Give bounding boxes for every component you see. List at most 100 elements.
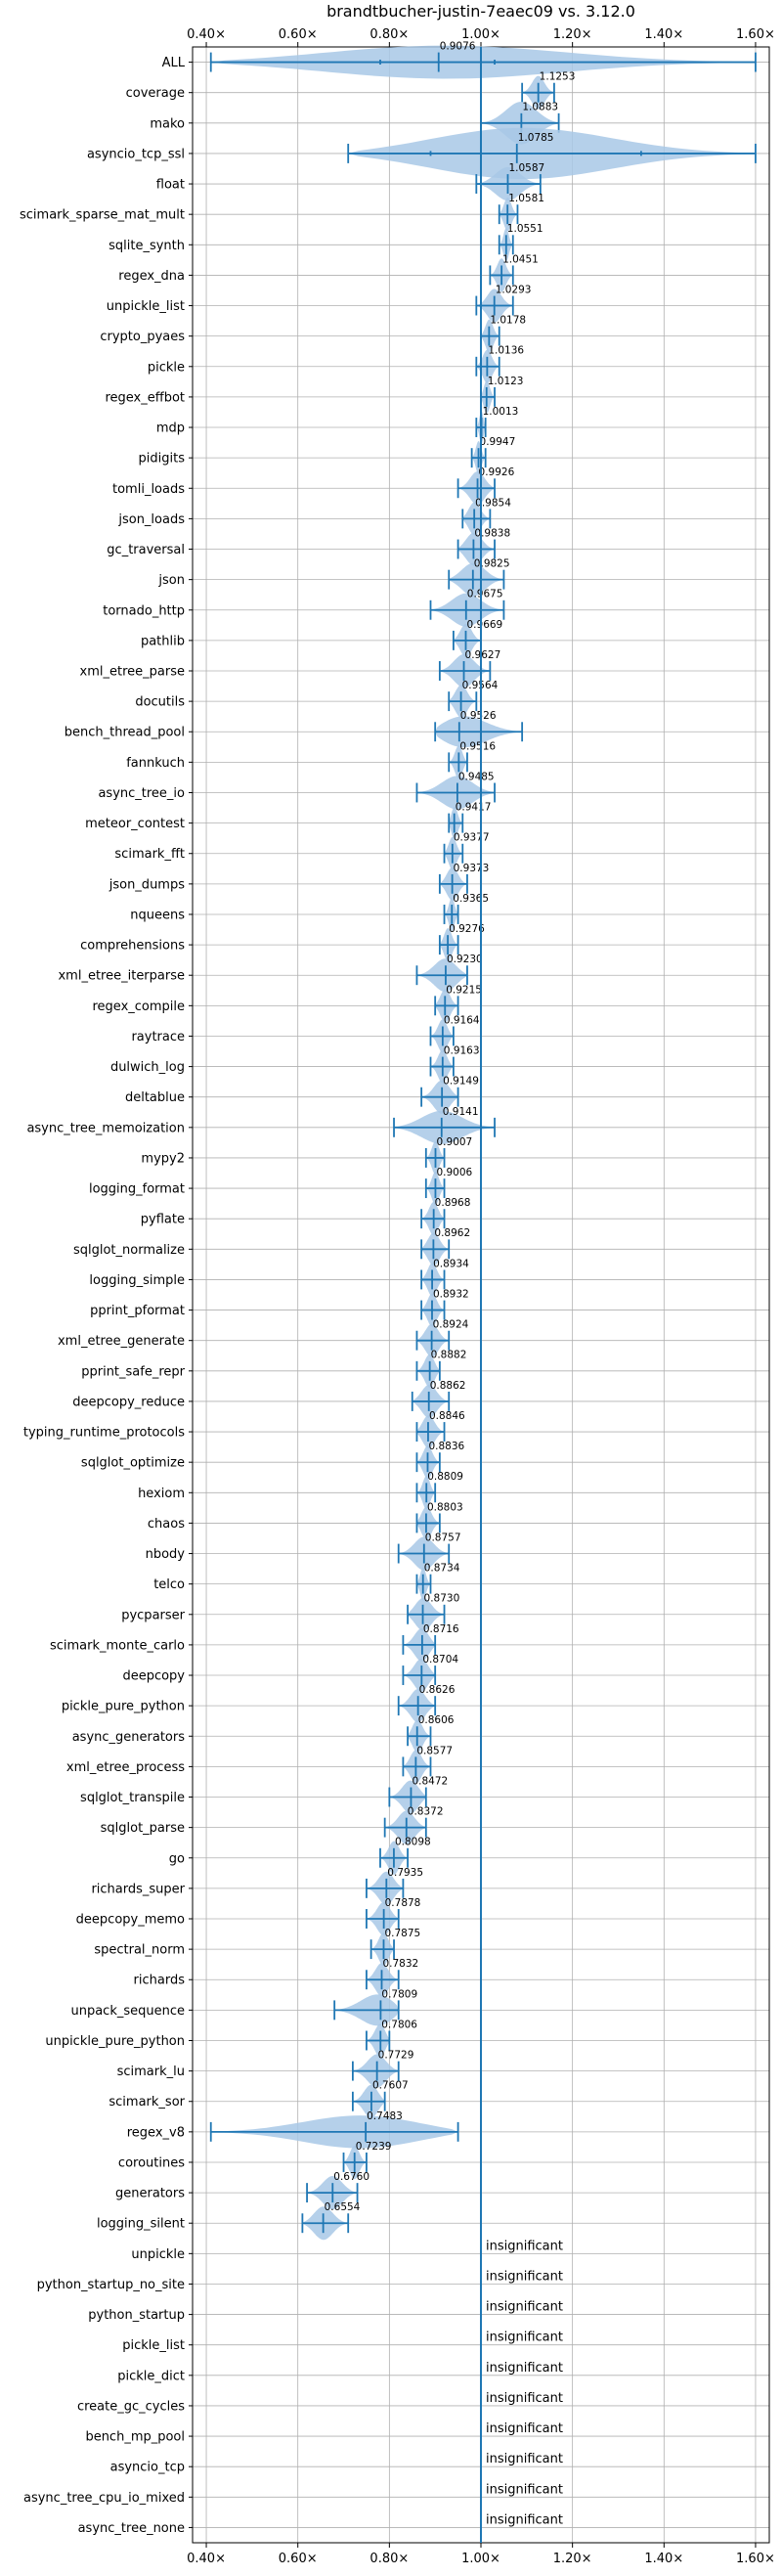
value-label: 0.9365: [453, 893, 489, 905]
benchmark-label: scimark_sparse_mat_mult: [20, 208, 185, 223]
value-label: 1.0785: [518, 132, 554, 144]
value-label: 0.8968: [435, 1197, 471, 1209]
value-label: 0.8734: [424, 1563, 460, 1575]
value-label: 0.8809: [427, 1471, 463, 1483]
benchmark-label: meteor_contest: [85, 817, 185, 831]
benchmark-label: async_generators: [72, 1730, 186, 1745]
value-label: 0.7878: [385, 1897, 421, 1909]
benchmark-label: python_startup_no_site: [37, 2278, 185, 2292]
insignificant-label: insignificant: [486, 2331, 563, 2345]
value-label: 0.8934: [433, 1258, 469, 1269]
value-label: 0.8716: [423, 1623, 459, 1635]
insignificant-label: insignificant: [486, 2421, 563, 2436]
value-label: 0.9838: [474, 527, 510, 539]
value-label: 0.9947: [480, 436, 516, 448]
benchmark-label: typing_runtime_protocols: [23, 1426, 185, 1441]
x-tick-label-bottom: 1.00×: [461, 2552, 500, 2566]
benchmark-label: scimark_monte_carlo: [50, 1638, 185, 1653]
x-tick-label-bottom: 1.20×: [553, 2552, 592, 2566]
value-label: 0.9164: [444, 1014, 480, 1026]
benchmark-label: deepcopy_reduce: [72, 1395, 185, 1409]
benchmark-label: deepcopy: [122, 1669, 185, 1684]
benchmark-label: scimark_lu: [117, 2065, 185, 2079]
x-tick-label-bottom: 1.60×: [736, 2552, 775, 2566]
value-label: 0.8730: [424, 1593, 460, 1605]
benchmark-label: unpack_sequence: [70, 2004, 185, 2019]
value-label: 0.8372: [408, 1806, 444, 1818]
chart-title: brandtbucher-justin-7eaec09 vs. 3.12.0: [326, 2, 635, 21]
insignificant-label: insignificant: [486, 2239, 563, 2253]
benchmark-label: pathlib: [141, 634, 185, 648]
benchmark-label: logging_silent: [97, 2217, 185, 2232]
value-label: 1.0293: [496, 284, 532, 295]
benchmark-label: pprint_safe_repr: [81, 1364, 185, 1379]
insignificant-label: insignificant: [486, 2391, 563, 2406]
insignificant-label: insignificant: [486, 2482, 563, 2497]
benchmark-label: pickle_list: [122, 2338, 185, 2353]
benchmark-label: richards_super: [91, 1882, 185, 1896]
benchmark-label: logging_format: [89, 1182, 185, 1197]
value-label: 0.9825: [474, 558, 510, 570]
benchmark-label: generators: [115, 2187, 185, 2201]
value-label: 0.9007: [437, 1136, 473, 1148]
x-tick-label-top: 1.60×: [736, 27, 775, 42]
benchmark-label: sqlglot_parse: [101, 1821, 185, 1836]
insignificant-label: insignificant: [486, 2361, 563, 2376]
benchmark-label: unpickle_list: [107, 299, 185, 314]
benchmark-label: crypto_pyaes: [100, 330, 185, 344]
benchmark-label: create_gc_cycles: [77, 2399, 185, 2414]
benchmark-label: async_tree_none: [78, 2521, 185, 2536]
benchmark-label: xml_etree_process: [66, 1760, 185, 1775]
x-tick-label-bottom: 0.80×: [369, 2552, 409, 2566]
benchmark-label: async_tree_memoization: [26, 1121, 185, 1135]
value-label: 0.8606: [418, 1714, 455, 1726]
benchmark-label: ALL: [162, 56, 186, 70]
benchmark-label: scimark_fft: [114, 847, 185, 862]
benchmark-label: python_startup: [88, 2308, 185, 2323]
x-tick-label-top: 1.00×: [461, 27, 500, 42]
value-label: 1.0581: [508, 193, 544, 204]
value-label: 0.7729: [378, 2050, 414, 2062]
value-label: 0.9526: [460, 710, 497, 722]
benchmark-label: regex_dna: [118, 269, 185, 284]
value-label: 1.0123: [488, 376, 524, 387]
value-label: 0.9373: [454, 863, 490, 874]
value-label: 0.9417: [456, 802, 492, 814]
value-label: 1.0136: [488, 345, 524, 357]
value-label: 0.9854: [475, 497, 511, 509]
benchmark-label: deepcopy_memo: [76, 1913, 185, 1928]
benchmark-label: json_loads: [117, 512, 185, 527]
benchmark-label: json: [157, 573, 185, 588]
x-tick-label-bottom: 1.40×: [644, 2552, 683, 2566]
benchmark-label: coverage: [126, 86, 185, 101]
value-label: 0.7832: [382, 1958, 418, 1970]
benchmark-label: regex_compile: [92, 999, 185, 1014]
benchmark-label: nqueens: [130, 908, 185, 922]
benchmark-label: tornado_http: [103, 603, 185, 618]
value-label: 0.8577: [416, 1745, 453, 1756]
benchmark-label: pickle_pure_python: [62, 1700, 185, 1714]
value-label: 0.7239: [356, 2141, 392, 2153]
value-label: 0.9141: [443, 1106, 479, 1118]
value-label: 0.9215: [446, 984, 482, 996]
benchmark-label: xml_etree_parse: [80, 665, 185, 680]
benchmark-label: coroutines: [118, 2155, 185, 2170]
value-label: 0.9076: [440, 40, 476, 52]
benchmark-label: mdp: [156, 422, 185, 436]
insignificant-label: insignificant: [486, 2512, 563, 2527]
benchmark-label: docutils: [135, 695, 185, 710]
value-label: 0.8924: [433, 1319, 469, 1331]
benchmark-label: async_tree_io: [98, 786, 185, 801]
benchmark-label: async_tree_cpu_io_mixed: [23, 2491, 185, 2506]
insignificant-label: insignificant: [486, 2269, 563, 2284]
x-tick-label-top: 0.60×: [279, 27, 318, 42]
benchmark-label: dulwich_log: [110, 1060, 185, 1075]
x-tick-label-bottom: 0.40×: [187, 2552, 226, 2566]
benchmark-label: regex_effbot: [105, 390, 185, 405]
value-label: 0.9627: [465, 649, 501, 661]
value-label: 0.9669: [467, 619, 503, 631]
benchmark-label: tomli_loads: [112, 482, 185, 497]
benchmark-label: pickle_dict: [117, 2369, 185, 2383]
benchmark-label: bench_thread_pool: [65, 726, 185, 740]
value-label: 0.8757: [425, 1532, 461, 1543]
